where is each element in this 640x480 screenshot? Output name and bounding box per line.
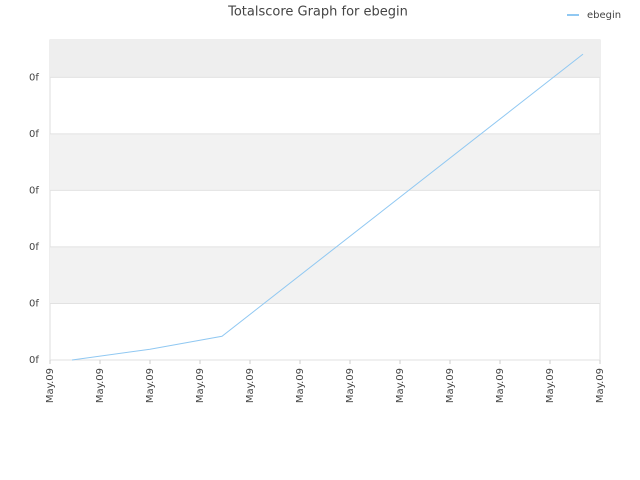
x-tick-label: May.09 <box>45 368 56 403</box>
x-tick-label: May.09 <box>95 368 106 403</box>
y-tick-label: 0f <box>29 185 39 196</box>
x-tick-label: May.09 <box>245 368 256 403</box>
grid-band <box>50 133 600 191</box>
x-tick-label: May.09 <box>195 368 206 403</box>
y-tick-label: 0f <box>29 242 39 253</box>
series-line <box>71 53 584 361</box>
y-tick-label: 0f <box>29 72 39 83</box>
grid-band <box>50 40 600 78</box>
y-tick-label: 0f <box>29 355 39 366</box>
y-tick-label: 0f <box>29 298 39 309</box>
x-tick-label: May.09 <box>445 368 456 403</box>
x-tick-label: May.09 <box>145 368 156 403</box>
x-tick-label: May.09 <box>395 368 406 403</box>
x-tick-label: May.09 <box>295 368 306 403</box>
x-tick-label: May.09 <box>595 368 606 403</box>
x-tick-label: May.09 <box>495 368 506 403</box>
plot-area <box>49 39 601 361</box>
legend-label: ebegin <box>587 10 621 21</box>
x-tick-label: May.09 <box>545 368 556 403</box>
x-tick-label: May.09 <box>345 368 356 403</box>
chart-title: Totalscore Graph for ebegin <box>227 5 408 20</box>
y-tick-label: 0f <box>29 129 39 140</box>
